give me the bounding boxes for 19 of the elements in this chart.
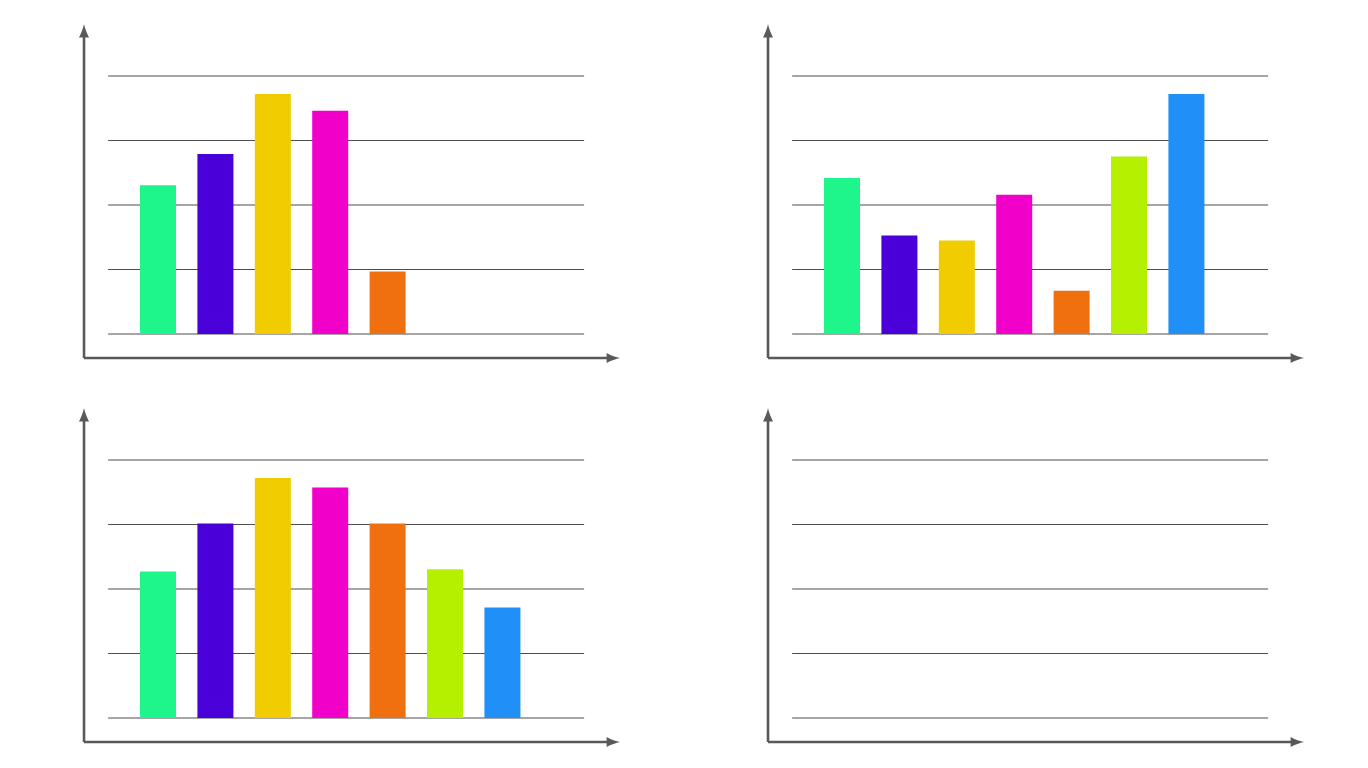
bar [824, 178, 861, 334]
bar [1053, 290, 1090, 334]
bar [881, 235, 918, 334]
bar [140, 185, 177, 334]
bar [197, 523, 234, 718]
bar [427, 569, 464, 718]
bar [996, 194, 1033, 334]
bar [1111, 156, 1148, 334]
bar [254, 94, 291, 334]
bar [369, 271, 406, 334]
bar [938, 240, 975, 334]
bar [254, 478, 291, 718]
bar [197, 154, 234, 334]
bar [369, 523, 406, 718]
bar [140, 571, 177, 718]
bar [1168, 94, 1205, 334]
bar [312, 487, 349, 718]
bar [484, 607, 521, 718]
bar [312, 110, 349, 334]
